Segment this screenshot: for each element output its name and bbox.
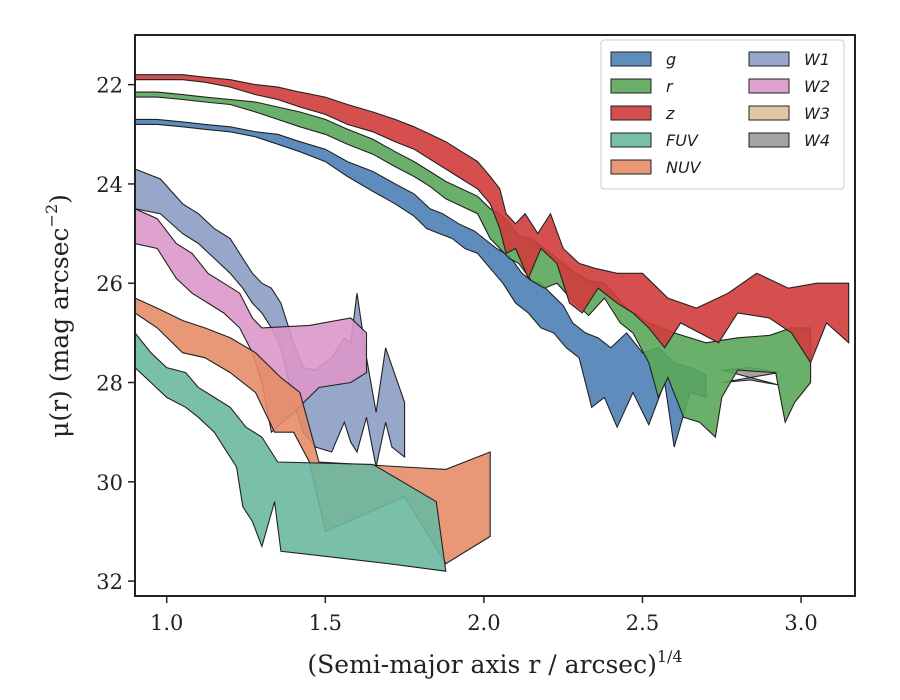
legend-swatch-w3 [748,105,790,121]
legend-label-r: r [666,77,674,96]
area-fuv [135,332,447,572]
legend-swatch-fuv [610,132,652,148]
y-tick-label: 32 [96,570,123,594]
area-z [135,74,850,364]
legend-swatch-w2 [748,78,790,94]
legend-label-z: z [665,104,675,123]
legend-box [600,39,845,190]
y-tick-label: 26 [96,272,123,296]
x-tick-label: 2.5 [626,611,659,635]
area-w2 [135,208,368,434]
plot-frame [134,34,856,597]
legend-swatch-r [610,78,652,94]
legend-label-fuv: FUV [666,131,699,150]
y-axis-label: μ(r) (mag arcsec−2) [42,194,74,438]
x-tick-label: 1.5 [309,611,342,635]
legend-label-w1: W1 [804,50,830,69]
x-tick-label: 1.0 [150,611,183,635]
y-tick-label: 22 [96,74,123,98]
profile-areas [135,74,850,572]
x-axis-ticks: 1.0 1.5 2.0 2.5 3.0 [150,596,818,635]
x-axis-label-exponent: 1/4 [657,647,683,666]
area-w1 [135,168,406,468]
legend-swatch-w1 [748,51,790,67]
area-r [135,91,812,439]
legend-swatch-g [610,51,652,67]
legend-label-w3: W3 [804,104,830,123]
legend-label-nuv: NUV [666,158,702,177]
legend-swatch-nuv [610,159,652,175]
y-tick-label: 28 [96,372,123,396]
y-axis-label-exponent: −2 [42,204,61,228]
legend-label-g: g [666,50,676,69]
y-tick-label: 24 [96,173,123,197]
legend-label-w2: W2 [804,77,830,96]
legend: grz FUV NUV W1 W2 W3 W4 [600,39,845,190]
x-axis-label: (Semi-major axis r / arcsec)1/4 [307,647,682,679]
legend-swatch-w4 [748,132,790,148]
y-tick-label: 30 [96,471,123,495]
y-axis-ticks: 22 24 26 28 30 32 [96,74,135,594]
legend-swatch-z [610,105,652,121]
x-tick-label: 3.0 [784,611,817,635]
x-tick-label: 2.0 [467,611,500,635]
legend-label-w4: W4 [804,131,830,150]
